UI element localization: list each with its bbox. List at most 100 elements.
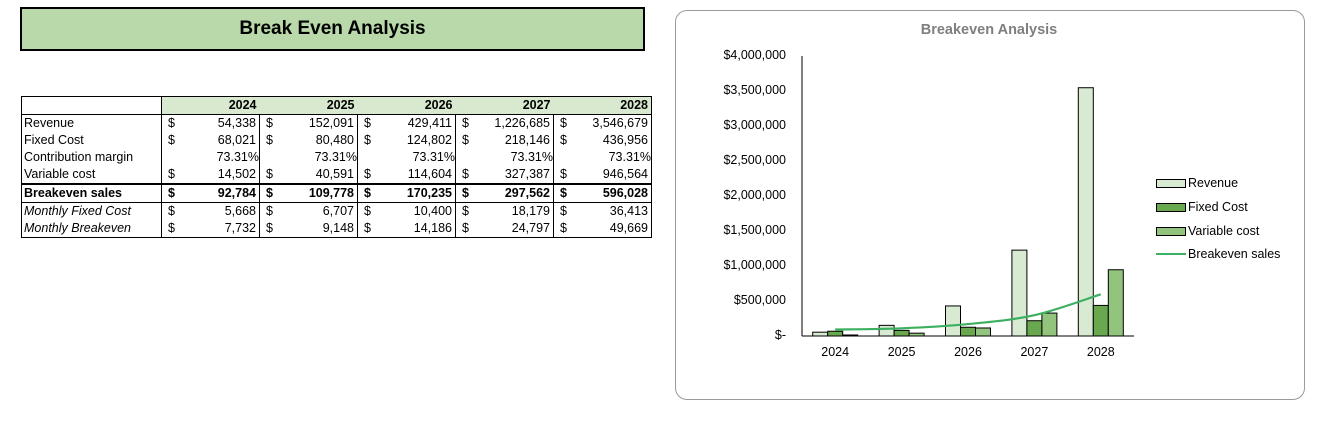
bar-revenue: [812, 331, 829, 337]
legend-label: Fixed Cost: [1188, 200, 1248, 214]
cell-value: 152,091: [286, 114, 358, 132]
row-label: Revenue: [21, 114, 162, 132]
table-row: Breakeven sales $92,784 $109,778 $170,235 $2…: [21, 183, 652, 203]
table-row: Contribution margin 73.31% 73.31% 73.31% 73.…: [21, 149, 652, 166]
legend-label: Breakeven sales: [1188, 247, 1281, 261]
cell-value: 124,802: [384, 132, 456, 149]
currency-symbol: $: [560, 133, 567, 147]
cell-value: 10,400: [384, 202, 456, 220]
bar-fixed-cost: [1026, 320, 1043, 337]
legend-item[interactable]: Variable cost: [1156, 224, 1259, 238]
cell-value: 109,778: [286, 183, 358, 203]
bar-fixed-cost: [960, 326, 976, 337]
bar-revenue: [1077, 87, 1094, 337]
currency-symbol: $: [364, 167, 371, 181]
y-tick-label: $1,500,000: [723, 223, 786, 237]
cell-value: 40,591: [286, 166, 358, 184]
legend-item[interactable]: Breakeven sales: [1156, 247, 1280, 261]
cell-value: 1,226,685: [482, 114, 554, 132]
legend-label: Variable cost: [1188, 224, 1260, 238]
legend-line-icon: [1156, 253, 1186, 255]
legend-swatch-icon: [1156, 178, 1186, 188]
bar-variable-cost: [1107, 269, 1124, 337]
currency-symbol: $: [168, 167, 175, 181]
currency-symbol: $: [560, 116, 567, 130]
currency-symbol: $: [364, 116, 371, 130]
row-label: Monthly Breakeven: [21, 220, 162, 238]
cell-value: 946,564: [580, 166, 652, 184]
x-tick-label: 2024: [821, 345, 850, 359]
y-tick-label: $2,000,000: [723, 188, 786, 202]
currency-symbol: $: [462, 133, 469, 147]
table-row: Monthly Fixed Cost $5,668 $6,707 $10,400 $18…: [21, 202, 652, 220]
cell-value: 54,338: [188, 114, 260, 132]
cell-value: 327,387: [482, 166, 554, 184]
bar-variable-cost: [842, 334, 859, 337]
cell-value: 7,732: [188, 220, 260, 238]
bar-variable-cost: [908, 332, 925, 337]
break-even-table: 2024 2025 2026 2027 2028 Revenue $54,338 $152,0…: [21, 96, 652, 238]
x-tick-label: 2025: [887, 345, 916, 359]
cell-value: 73.31%: [259, 149, 358, 166]
page-title: Break Even Analysis: [239, 18, 426, 39]
currency-symbol: $: [259, 183, 286, 203]
table-header-row: 2024 2025 2026 2027 2028: [21, 96, 652, 115]
x-tick-label: 2028: [1086, 345, 1115, 359]
bar-revenue: [945, 305, 961, 337]
cell-value: 68,021: [188, 132, 260, 149]
cell-value: 73.31%: [455, 149, 554, 166]
cell-value: 170,235: [384, 183, 456, 203]
cell-value: 436,956: [580, 132, 652, 149]
cell-value: 49,669: [580, 220, 652, 238]
cell-value: 36,413: [580, 202, 652, 220]
table-row: Monthly Breakeven $7,732 $9,148 $14,186 $24,…: [21, 220, 652, 238]
currency-symbol: $: [560, 167, 567, 181]
header-blank: [21, 96, 162, 115]
table-row: Fixed Cost $68,021 $80,480 $124,802 $218,146…: [21, 132, 652, 149]
currency-symbol: $: [266, 133, 273, 147]
cell-value: 596,028: [580, 183, 652, 203]
row-label: Variable cost: [21, 166, 162, 184]
cell-value: 14,186: [384, 220, 456, 238]
row-label: Contribution margin: [21, 149, 162, 166]
header-year: 2024: [161, 96, 260, 115]
cell-value: 80,480: [286, 132, 358, 149]
bar-fixed-cost: [827, 330, 844, 337]
currency-symbol: $: [462, 204, 469, 218]
cell-value: 73.31%: [357, 149, 456, 166]
cell-value: 73.31%: [161, 149, 260, 166]
bar-revenue: [878, 324, 895, 337]
legend-item[interactable]: Fixed Cost: [1156, 200, 1248, 214]
table-row: Variable cost $14,502 $40,591 $114,604 $327,…: [21, 166, 652, 184]
currency-symbol: $: [266, 204, 273, 218]
bar-revenue: [1011, 249, 1028, 337]
currency-symbol: $: [553, 183, 580, 203]
currency-symbol: $: [462, 116, 469, 130]
cell-value: 92,784: [188, 183, 260, 203]
cell-value: 218,146: [482, 132, 554, 149]
y-tick-label: $3,000,000: [723, 118, 786, 132]
currency-symbol: $: [553, 220, 580, 238]
currency-symbol: $: [259, 220, 286, 238]
legend-swatch-icon: [1156, 226, 1186, 236]
currency-symbol: $: [357, 220, 384, 238]
header-year: 2028: [553, 96, 652, 115]
legend-label: Revenue: [1188, 176, 1239, 190]
y-tick-label: $-: [774, 328, 786, 342]
cell-value: 3,546,679: [580, 114, 652, 132]
cell-value: 114,604: [384, 166, 456, 184]
currency-symbol: $: [560, 204, 567, 218]
breakeven-line: [835, 293, 1102, 331]
x-tick-label: 2027: [1020, 345, 1049, 359]
cell-value: 5,668: [188, 202, 260, 220]
header-year: 2025: [259, 96, 358, 115]
page-title-banner: Break Even Analysis: [20, 7, 645, 51]
currency-symbol: $: [462, 167, 469, 181]
legend-item[interactable]: Revenue: [1156, 176, 1238, 190]
currency-symbol: $: [168, 133, 175, 147]
cell-value: 297,562: [482, 183, 554, 203]
currency-symbol: $: [168, 116, 175, 130]
legend-swatch-icon: [1156, 202, 1186, 212]
header-year: 2026: [357, 96, 456, 115]
